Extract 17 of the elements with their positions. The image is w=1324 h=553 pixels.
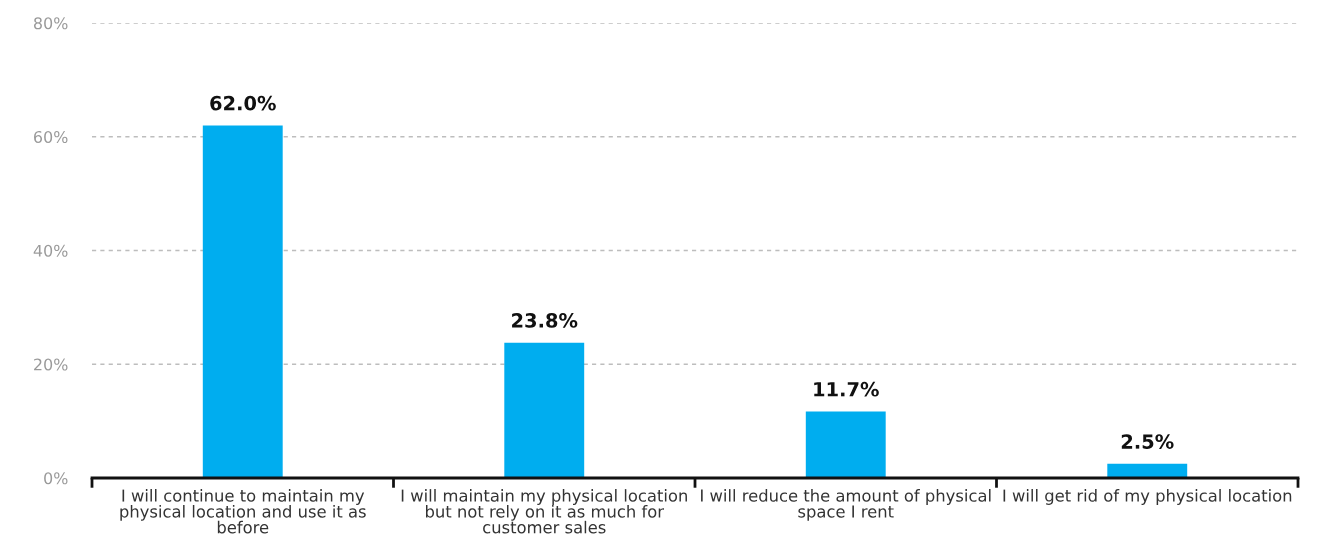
y-tick-label: 80% [33, 17, 68, 30]
data-label: 11.7% [814, 381, 879, 397]
x-tick-label: I will reduce the amount of physical space I rent [701, 489, 991, 521]
x-tick-label: I will continue to maintain my physical location and use it as before [120, 489, 366, 534]
bar [504, 342, 585, 478]
bar [1107, 463, 1188, 478]
data-label: 2.5% [1121, 434, 1174, 449]
bar [202, 125, 283, 478]
data-label: 62.0% [210, 95, 276, 111]
y-tick-label: 20% [34, 358, 68, 371]
bar [805, 411, 886, 478]
x-tick-label: I will maintain my physical location but not rely on it as much for customer sales [401, 489, 687, 534]
x-tick-label: I will get rid of my physical location [1003, 489, 1292, 505]
y-tick-label: 60% [34, 130, 68, 144]
data-label: 23.8% [512, 313, 578, 328]
y-tick-label: 0% [44, 472, 68, 485]
y-tick-label: 40% [33, 244, 68, 257]
